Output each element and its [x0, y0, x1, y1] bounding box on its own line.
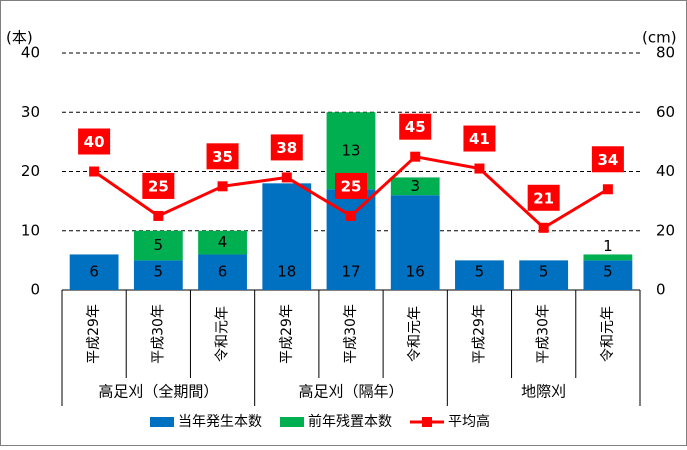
group-label: 高足刈（隔年） [298, 383, 403, 401]
line-label: 38 [276, 139, 297, 157]
legend-swatch-marker [422, 417, 432, 427]
y2-tick-label: 80 [656, 44, 675, 62]
line-label-box [142, 172, 175, 199]
data-label: 18 [277, 263, 296, 281]
bar-segment [198, 254, 247, 290]
line-label: 41 [469, 130, 490, 148]
data-label: 6 [218, 263, 228, 281]
group-label: 地際刈 [521, 383, 566, 401]
bar-segment [133, 260, 183, 290]
line-label-box [463, 125, 496, 152]
x-tick-label: 平成29年 [279, 304, 295, 364]
data-label: 5 [539, 263, 549, 281]
bar-segment [583, 260, 633, 290]
x-tick-label: 平成30年 [536, 304, 552, 364]
x-tick-label: 平成29年 [86, 304, 102, 364]
bar-segment [455, 260, 504, 290]
data-label: 13 [341, 141, 360, 159]
bar-segment [133, 230, 183, 261]
bar-segment [390, 195, 440, 290]
data-label: 6 [89, 263, 99, 281]
line-label: 45 [405, 118, 426, 136]
line-label: 21 [533, 189, 554, 207]
line-label-box [399, 113, 432, 140]
y-tick-label: 10 [21, 221, 40, 239]
line-marker [89, 166, 100, 177]
line-label-box [78, 128, 111, 155]
line-label: 34 [597, 151, 618, 169]
y2-tick-label: 40 [656, 162, 675, 180]
bar-segment [69, 254, 119, 290]
line-marker [281, 172, 292, 183]
data-label: 5 [603, 263, 613, 281]
legend-label: 当年発生本数 [178, 414, 262, 430]
line-marker [538, 222, 549, 233]
bar-segment [519, 260, 569, 290]
line-marker [474, 163, 485, 174]
data-label: 4 [218, 233, 228, 251]
data-label: 5 [475, 263, 485, 281]
line-label-box [335, 172, 367, 199]
line-label: 25 [341, 177, 362, 195]
x-tick-label: 平成30年 [343, 304, 359, 364]
bar-segment [262, 183, 312, 290]
x-tick-label: 平成30年 [150, 304, 166, 364]
data-label: 16 [406, 263, 425, 281]
y2-unit-label: (cm) [642, 29, 677, 47]
line-marker [217, 181, 228, 192]
line-label: 25 [148, 177, 169, 195]
line-label-box [591, 146, 624, 173]
y2-tick-label: 60 [656, 103, 675, 121]
legend-swatch [280, 417, 304, 427]
legend-label: 前年残置本数 [308, 413, 392, 430]
group-label: 高足刈（全期間） [98, 383, 218, 401]
line-label-box [206, 143, 239, 170]
bar-segment [198, 230, 247, 255]
line-label: 40 [84, 133, 105, 151]
line-label-box [527, 184, 560, 211]
x-tick-label: 令和元年 [407, 306, 423, 362]
data-label: 3 [410, 177, 420, 195]
line-label: 35 [212, 148, 233, 166]
y2-tick-label: 0 [656, 281, 666, 299]
y-tick-label: 0 [30, 281, 40, 299]
y-tick-label: 30 [21, 103, 40, 121]
data-label: 17 [341, 263, 360, 281]
data-label: 5 [154, 263, 164, 281]
y-tick-label: 20 [21, 162, 40, 180]
line-marker [346, 210, 356, 221]
y2-tick-label: 20 [656, 221, 675, 239]
legend-label: 平均高 [448, 413, 490, 430]
bar-segment [390, 177, 440, 196]
x-tick-label: 令和元年 [600, 306, 616, 362]
line-marker [602, 184, 613, 195]
legend-swatch [150, 417, 174, 427]
y-tick-label: 40 [21, 44, 40, 62]
line-marker [410, 151, 421, 162]
y-unit-label: (本) [6, 29, 33, 47]
data-label: 5 [154, 236, 164, 254]
x-tick-label: 令和元年 [215, 306, 231, 362]
data-label: 1 [603, 237, 613, 255]
line-marker [153, 210, 164, 221]
bar-segment [583, 254, 633, 261]
x-tick-label: 平成29年 [471, 304, 487, 364]
line-label-box [270, 134, 303, 161]
